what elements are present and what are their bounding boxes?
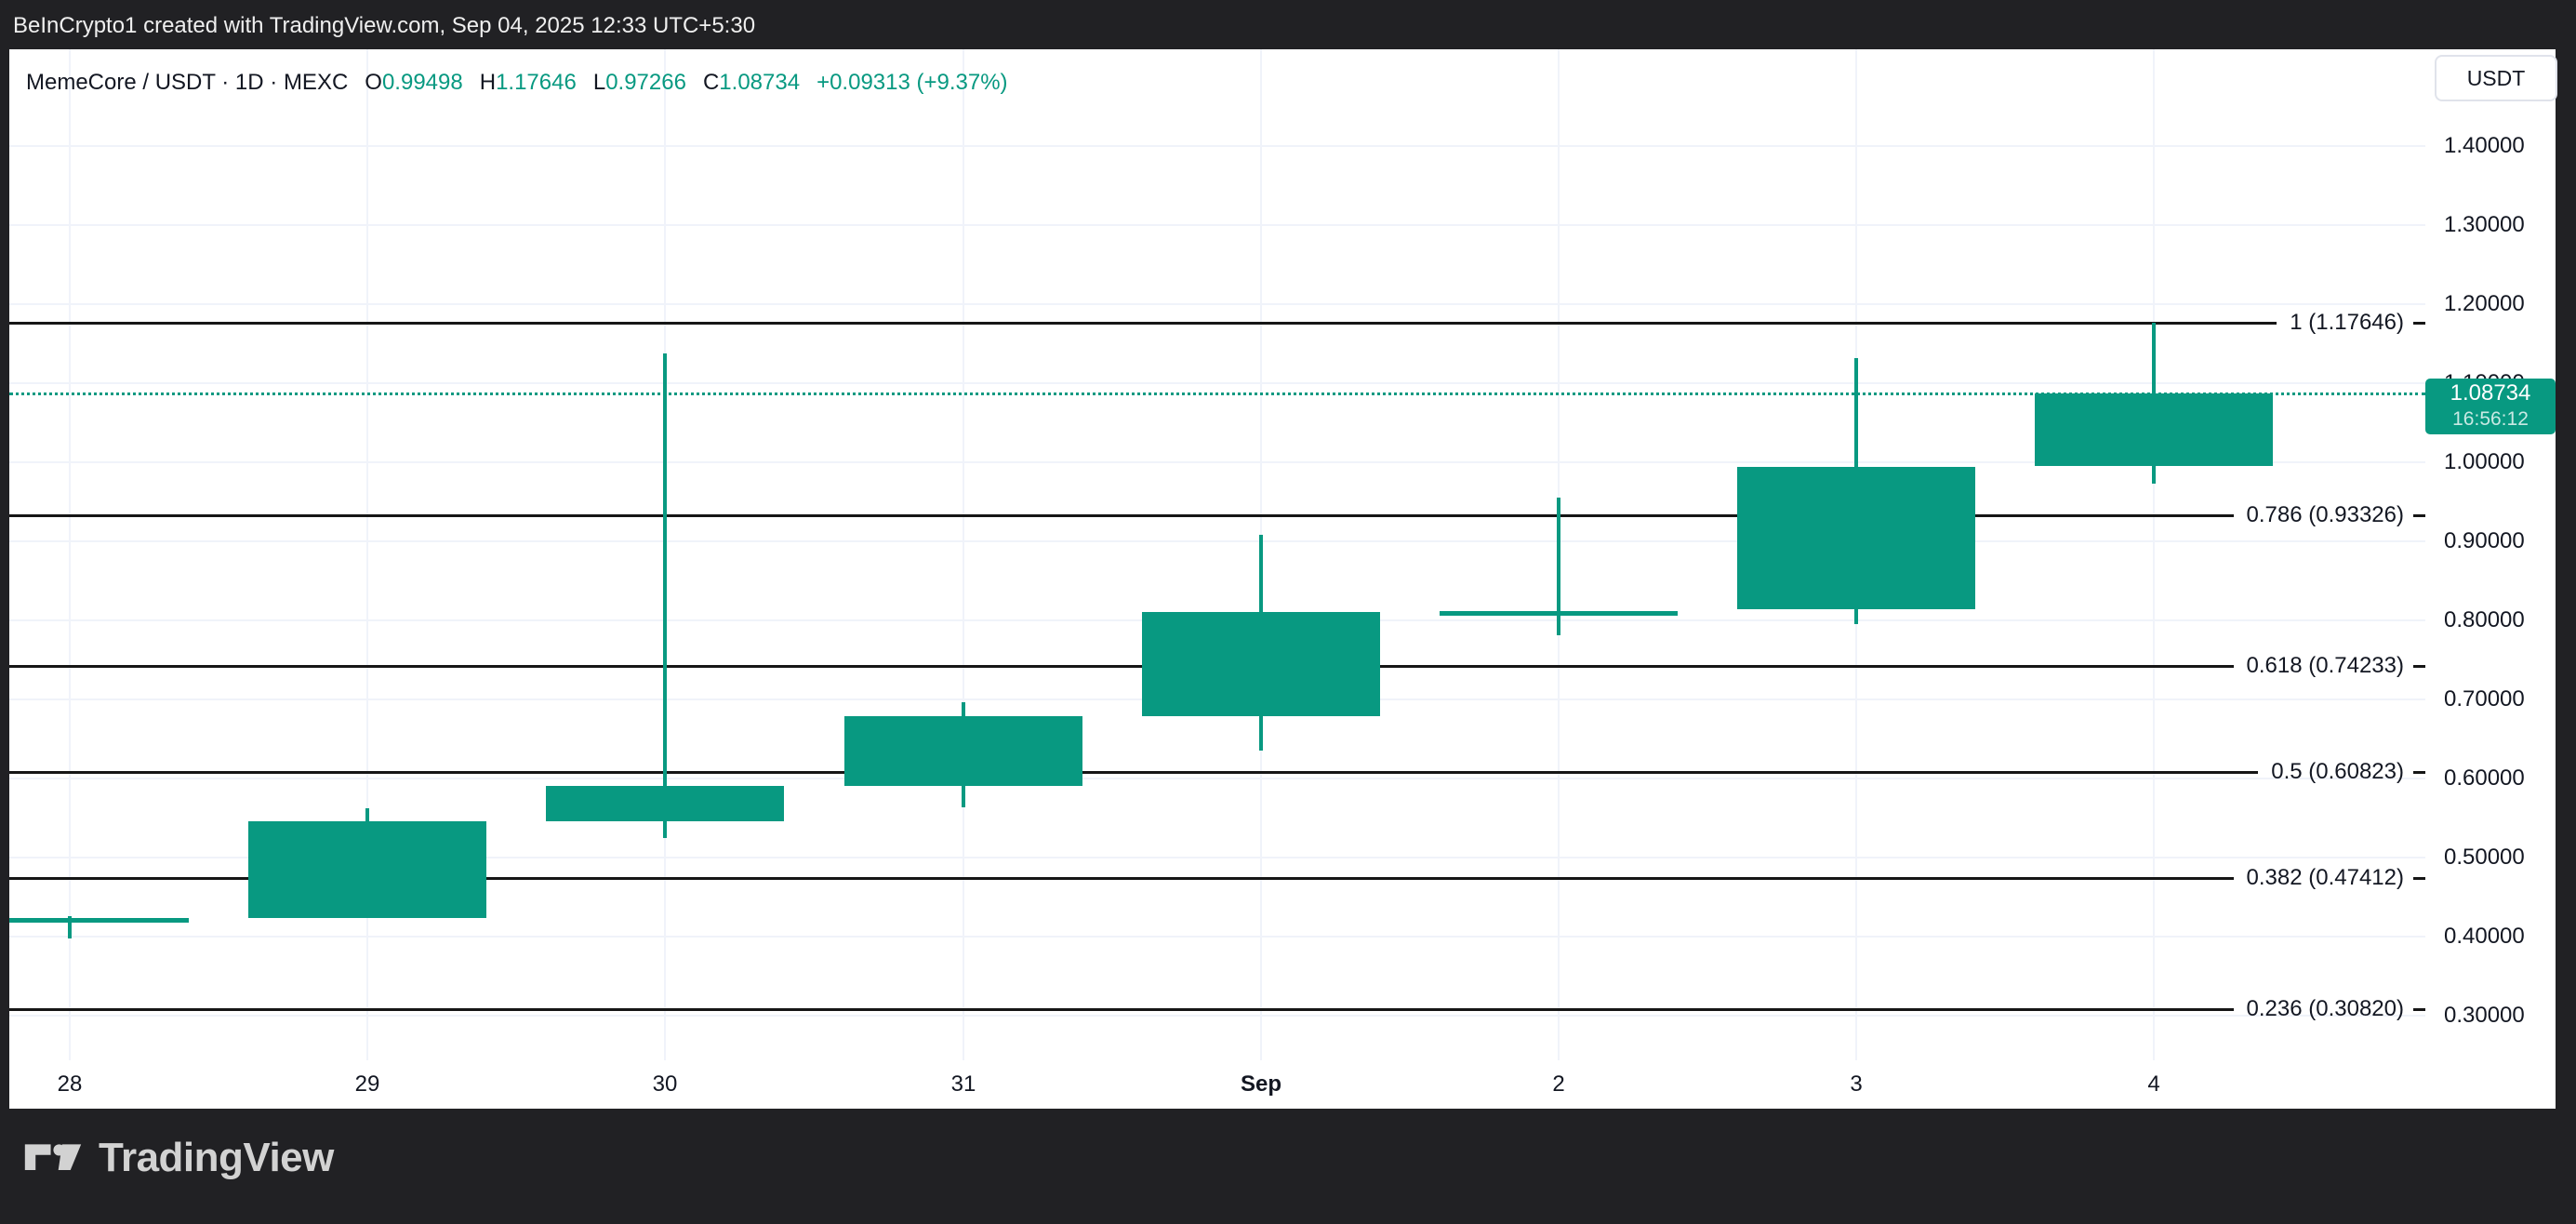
- price-axis-label: 0.90000: [2444, 528, 2525, 553]
- bar-countdown: 16:56:12: [2452, 408, 2529, 430]
- low-value: 0.97266: [605, 70, 686, 95]
- low-label: L: [592, 70, 606, 95]
- price-axis-label: 1.30000: [2444, 212, 2525, 237]
- fib-retracement-level[interactable]: 0.5 (0.60823): [9, 759, 2425, 785]
- candle-body: [248, 821, 486, 918]
- tradingview-logo-link[interactable]: TradingView: [24, 1135, 334, 1181]
- open-label: O: [365, 70, 382, 95]
- time-axis-label: 4: [2147, 1071, 2160, 1097]
- fib-level-label: 1 (1.17646): [2290, 310, 2404, 335]
- candle-wick: [68, 916, 72, 938]
- time-axis-label: 3: [1850, 1071, 1863, 1097]
- candle-body: [1737, 467, 1975, 609]
- fib-level-label: 0.236 (0.30820): [2246, 996, 2404, 1021]
- fib-level-tick: [2413, 513, 2425, 517]
- fib-level-tick: [2413, 770, 2425, 774]
- high-label: H: [479, 70, 497, 95]
- tradingview-wordmark: TradingView: [99, 1135, 334, 1180]
- last-price-line: [9, 392, 2425, 395]
- fib-level-line: [9, 664, 2234, 668]
- price-axis-label: 1.40000: [2444, 133, 2525, 158]
- time-axis-label: 30: [652, 1071, 678, 1097]
- attribution-text: BeInCrypto1 created with TradingView.com…: [13, 13, 756, 38]
- candle-wick: [1557, 498, 1560, 635]
- high-value: 1.17646: [496, 70, 577, 95]
- horizontal-gridline: [9, 224, 2425, 226]
- price-axis-label: 0.50000: [2444, 845, 2525, 870]
- candle-body: [844, 716, 1082, 786]
- fib-level-line: [9, 770, 2259, 774]
- price-axis-label: 0.60000: [2444, 765, 2525, 791]
- fib-retracement-level[interactable]: 0.786 (0.93326): [9, 502, 2425, 528]
- fib-level-line: [9, 513, 2234, 517]
- fib-level-label: 0.382 (0.47412): [2246, 865, 2404, 890]
- open-value: 0.99498: [381, 70, 463, 95]
- horizontal-gridline: [9, 936, 2425, 938]
- horizontal-gridline: [9, 540, 2425, 542]
- candle-body: [2035, 393, 2273, 466]
- last-price-value: 1.08734: [2450, 380, 2531, 406]
- candle-wick: [663, 353, 667, 838]
- time-axis-label: 31: [950, 1071, 976, 1097]
- fib-level-line: [9, 321, 2277, 325]
- price-axis-label: 1.00000: [2444, 449, 2525, 474]
- candle-body: [1142, 612, 1380, 716]
- horizontal-gridline: [9, 145, 2425, 147]
- fib-level-tick: [2413, 876, 2425, 880]
- price-axis-label: 0.70000: [2444, 686, 2525, 712]
- vertical-gridline: [2153, 49, 2155, 1060]
- horizontal-gridline: [9, 1015, 2425, 1017]
- fib-retracement-level[interactable]: 1 (1.17646): [9, 310, 2425, 336]
- horizontal-gridline: [9, 382, 2425, 384]
- vertical-gridline: [963, 49, 964, 1060]
- close-label: C: [702, 70, 720, 95]
- fib-retracement-level[interactable]: 0.236 (0.30820): [9, 996, 2425, 1022]
- horizontal-gridline: [9, 778, 2425, 779]
- vertical-gridline: [366, 49, 368, 1060]
- time-axis-label: 2: [1552, 1071, 1565, 1097]
- fib-level-label: 0.618 (0.74233): [2246, 653, 2404, 678]
- candle-body: [1440, 611, 1678, 616]
- price-axis-label: 1.20000: [2444, 291, 2525, 316]
- fib-retracement-level[interactable]: 0.382 (0.47412): [9, 865, 2425, 891]
- fib-level-tick: [2413, 1007, 2425, 1011]
- vertical-gridline: [69, 49, 71, 1060]
- snapshot-header: BeInCrypto1 created with TradingView.com…: [0, 0, 2576, 49]
- time-axis[interactable]: 28 29 30 31 Sep 2 3 4: [9, 1060, 2425, 1109]
- time-axis-label: 29: [354, 1071, 380, 1097]
- fib-level-label: 0.786 (0.93326): [2246, 502, 2404, 527]
- currency-toggle-button[interactable]: USDT: [2435, 55, 2557, 101]
- close-value: 1.08734: [719, 70, 801, 95]
- chart-panel: MemeCore / USDT · 1D · MEXC O0.99498 H1.17…: [9, 49, 2557, 1109]
- fib-level-tick: [2413, 321, 2425, 325]
- currency-toggle-label: USDT: [2466, 65, 2526, 90]
- price-axis-label: 0.80000: [2444, 607, 2525, 632]
- time-axis-label: 28: [57, 1071, 83, 1097]
- candle-body: [9, 918, 189, 923]
- fib-level-line: [9, 876, 2234, 880]
- fib-level-label: 0.5 (0.60823): [2271, 759, 2404, 784]
- change-value: +0.09313 (+9.37%): [817, 70, 1008, 95]
- price-axis-label: 0.30000: [2444, 1003, 2525, 1028]
- snapshot-footer: TradingView: [0, 1109, 2576, 1224]
- time-axis-label: Sep: [1240, 1071, 1282, 1097]
- tradingview-logo-icon: [24, 1135, 82, 1181]
- fib-level-tick: [2413, 664, 2425, 668]
- fib-retracement-level[interactable]: 0.618 (0.74233): [9, 653, 2425, 679]
- horizontal-gridline: [9, 857, 2425, 858]
- horizontal-gridline: [9, 461, 2425, 463]
- candle-body: [546, 786, 784, 821]
- last-price-tag[interactable]: 1.08734 16:56:12: [2425, 379, 2556, 434]
- fib-level-line: [9, 1007, 2234, 1011]
- symbol-title[interactable]: MemeCore / USDT · 1D · MEXC: [26, 70, 349, 95]
- horizontal-gridline: [9, 303, 2425, 305]
- symbol-ohlc-bar[interactable]: MemeCore / USDT · 1D · MEXC O0.99498 H1.17…: [26, 70, 1008, 96]
- chart-plot-area[interactable]: 1 (1.17646) 0.786 (0.93326) 0.618 (0.74233…: [9, 49, 2425, 1060]
- price-axis-label: 0.40000: [2444, 924, 2525, 949]
